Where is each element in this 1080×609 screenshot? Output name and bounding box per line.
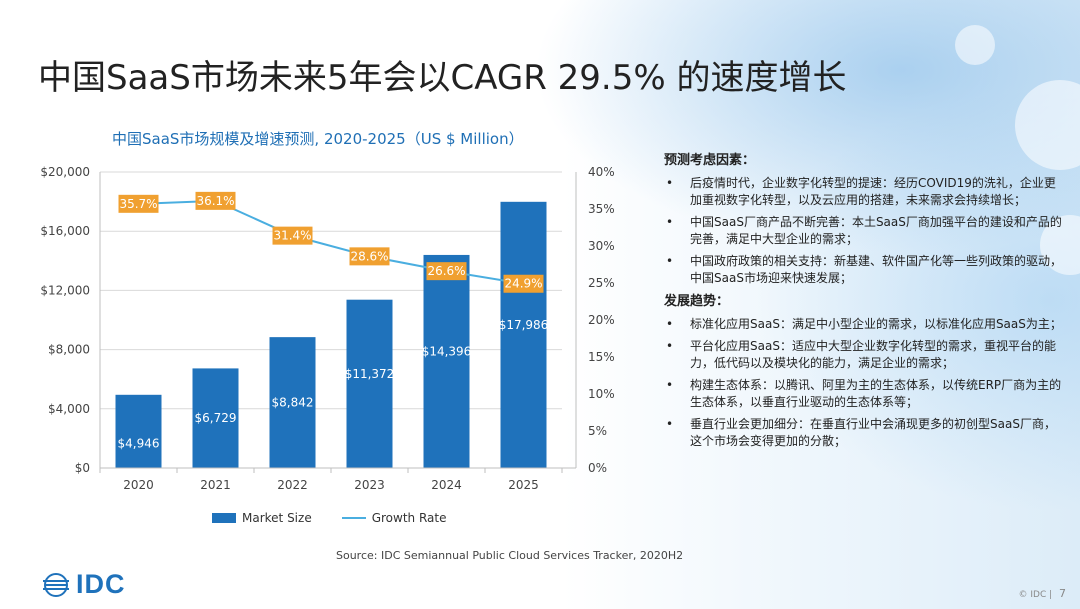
list-item: 垂直行业会更加细分：在垂直行业中会涌现更多的初创型SaaS厂商，这个市场会变得更… bbox=[664, 416, 1064, 450]
legend-growth-rate-label: Growth Rate bbox=[371, 511, 447, 525]
growth-label-box bbox=[195, 191, 236, 210]
footer: © IDC | 7 bbox=[1019, 587, 1067, 600]
combo-chart: $4,946 $6,729 $8,842 $11,372 $14,396 $17,986 3… bbox=[40, 165, 615, 492]
bar-value-label: $11,372 bbox=[345, 367, 395, 381]
y-left-tick-label: $16,000 bbox=[40, 224, 90, 238]
y-right-tick-label: 10% bbox=[588, 387, 615, 401]
bar bbox=[500, 201, 547, 469]
page-number: 7 bbox=[1059, 587, 1066, 600]
y-right-tick-label: 30% bbox=[588, 239, 615, 253]
legend-growth-rate: Growth Rate bbox=[341, 511, 447, 525]
x-tick-label: 2021 bbox=[200, 478, 231, 492]
bar bbox=[423, 254, 470, 468]
list-item: 中国政府政策的相关支持：新基建、软件国产化等一些列政策的驱动，中国SaaS市场迎… bbox=[664, 253, 1064, 287]
y-right-tick-label: 25% bbox=[588, 276, 615, 290]
trends-list: 标准化应用SaaS：满足中小型企业的需求，以标准化应用SaaS为主； 平台化应用… bbox=[664, 316, 1064, 450]
decorative-bubble bbox=[1015, 80, 1080, 170]
growth-label-box bbox=[349, 247, 390, 266]
legend-line-swatch bbox=[341, 517, 366, 519]
bar-value-label: $4,946 bbox=[118, 436, 160, 450]
growth-label-box bbox=[426, 262, 467, 281]
bar-value-label: $8,842 bbox=[272, 396, 314, 410]
growth-value-label: 31.4% bbox=[273, 229, 311, 243]
growth-value-label: 24.9% bbox=[504, 277, 542, 291]
y-right-tick-label: 5% bbox=[588, 424, 607, 438]
bar bbox=[192, 368, 239, 468]
bar-value-label: $14,396 bbox=[422, 344, 472, 358]
legend-market-size-label: Market Size bbox=[242, 511, 312, 525]
growth-value-label: 28.6% bbox=[350, 249, 388, 263]
x-tick-label: 2020 bbox=[123, 478, 154, 492]
x-tick-label: 2024 bbox=[431, 478, 462, 492]
copyright: © IDC | bbox=[1018, 590, 1053, 600]
bar bbox=[115, 394, 162, 468]
growth-label-box bbox=[272, 226, 313, 245]
globe-icon bbox=[43, 572, 69, 597]
source-note: Source: IDC Semiannual Public Cloud Serv… bbox=[336, 549, 684, 562]
bar-value-label: $6,729 bbox=[195, 411, 237, 425]
growth-label-box bbox=[118, 194, 159, 213]
x-tick-label: 2022 bbox=[277, 478, 308, 492]
bar bbox=[346, 299, 393, 468]
logo-text: IDC bbox=[76, 569, 126, 599]
y-right-tick-label: 40% bbox=[588, 165, 615, 179]
y-left-tick-label: $20,000 bbox=[40, 165, 90, 179]
legend-bar-swatch bbox=[212, 513, 236, 523]
list-item: 标准化应用SaaS：满足中小型企业的需求，以标准化应用SaaS为主； bbox=[664, 316, 1064, 333]
y-right-tick-label: 15% bbox=[588, 350, 615, 364]
x-tick-label: 2023 bbox=[354, 478, 385, 492]
y-left-tick-label: $8,000 bbox=[48, 343, 90, 357]
list-item: 平台化应用SaaS：适应中大型企业数字化转型的需求，重视平台的能力，低代码以及模… bbox=[664, 338, 1064, 372]
bar bbox=[269, 337, 316, 468]
y-right-tick-label: 0% bbox=[588, 461, 607, 475]
bar-value-label: $17,986 bbox=[499, 318, 549, 332]
factors-list: 后疫情时代，企业数字化转型的提速：经历COVID19的洗礼，企业更加重视数字化转… bbox=[664, 175, 1064, 287]
decorative-bubble bbox=[955, 25, 995, 65]
y-right-tick-label: 35% bbox=[588, 202, 615, 216]
factors-heading: 预测考虑因素： bbox=[664, 153, 756, 168]
growth-value-label: 26.6% bbox=[427, 264, 465, 278]
legend-market-size: Market Size bbox=[212, 511, 312, 525]
text-panel: 预测考虑因素： 后疫情时代，企业数字化转型的提速：经历COVID19的洗礼，企业… bbox=[664, 152, 1064, 456]
chart-legend: Market Size Growth Rate bbox=[212, 511, 446, 525]
y-left-tick-label: $4,000 bbox=[48, 402, 90, 416]
idc-logo: IDC bbox=[42, 569, 126, 600]
y-right-tick-label: 20% bbox=[588, 313, 615, 327]
growth-label-box bbox=[503, 274, 544, 293]
chart-title: 中国SaaS市场规模及增速预测, 2020-2025（US $ Million） bbox=[112, 130, 524, 148]
list-item: 构建生态体系：以腾讯、阿里为主的生态体系，以传统ERP厂商为主的生态体系，以垂直… bbox=[664, 377, 1064, 411]
page-title: 中国SaaS市场未来5年会以CAGR 29.5% 的速度增长 bbox=[38, 58, 847, 98]
list-item: 后疫情时代，企业数字化转型的提速：经历COVID19的洗礼，企业更加重视数字化转… bbox=[664, 175, 1064, 209]
x-tick-label: 2025 bbox=[508, 478, 539, 492]
list-item: 中国SaaS厂商产品不断完善：本土SaaS厂商加强平台的建设和产品的完善，满足中… bbox=[664, 214, 1064, 248]
trends-heading: 发展趋势： bbox=[664, 294, 730, 309]
y-left-tick-label: $12,000 bbox=[40, 283, 90, 297]
growth-value-label: 35.7% bbox=[119, 197, 157, 211]
growth-value-label: 36.1% bbox=[196, 194, 234, 208]
y-left-tick-label: $0 bbox=[75, 461, 90, 475]
